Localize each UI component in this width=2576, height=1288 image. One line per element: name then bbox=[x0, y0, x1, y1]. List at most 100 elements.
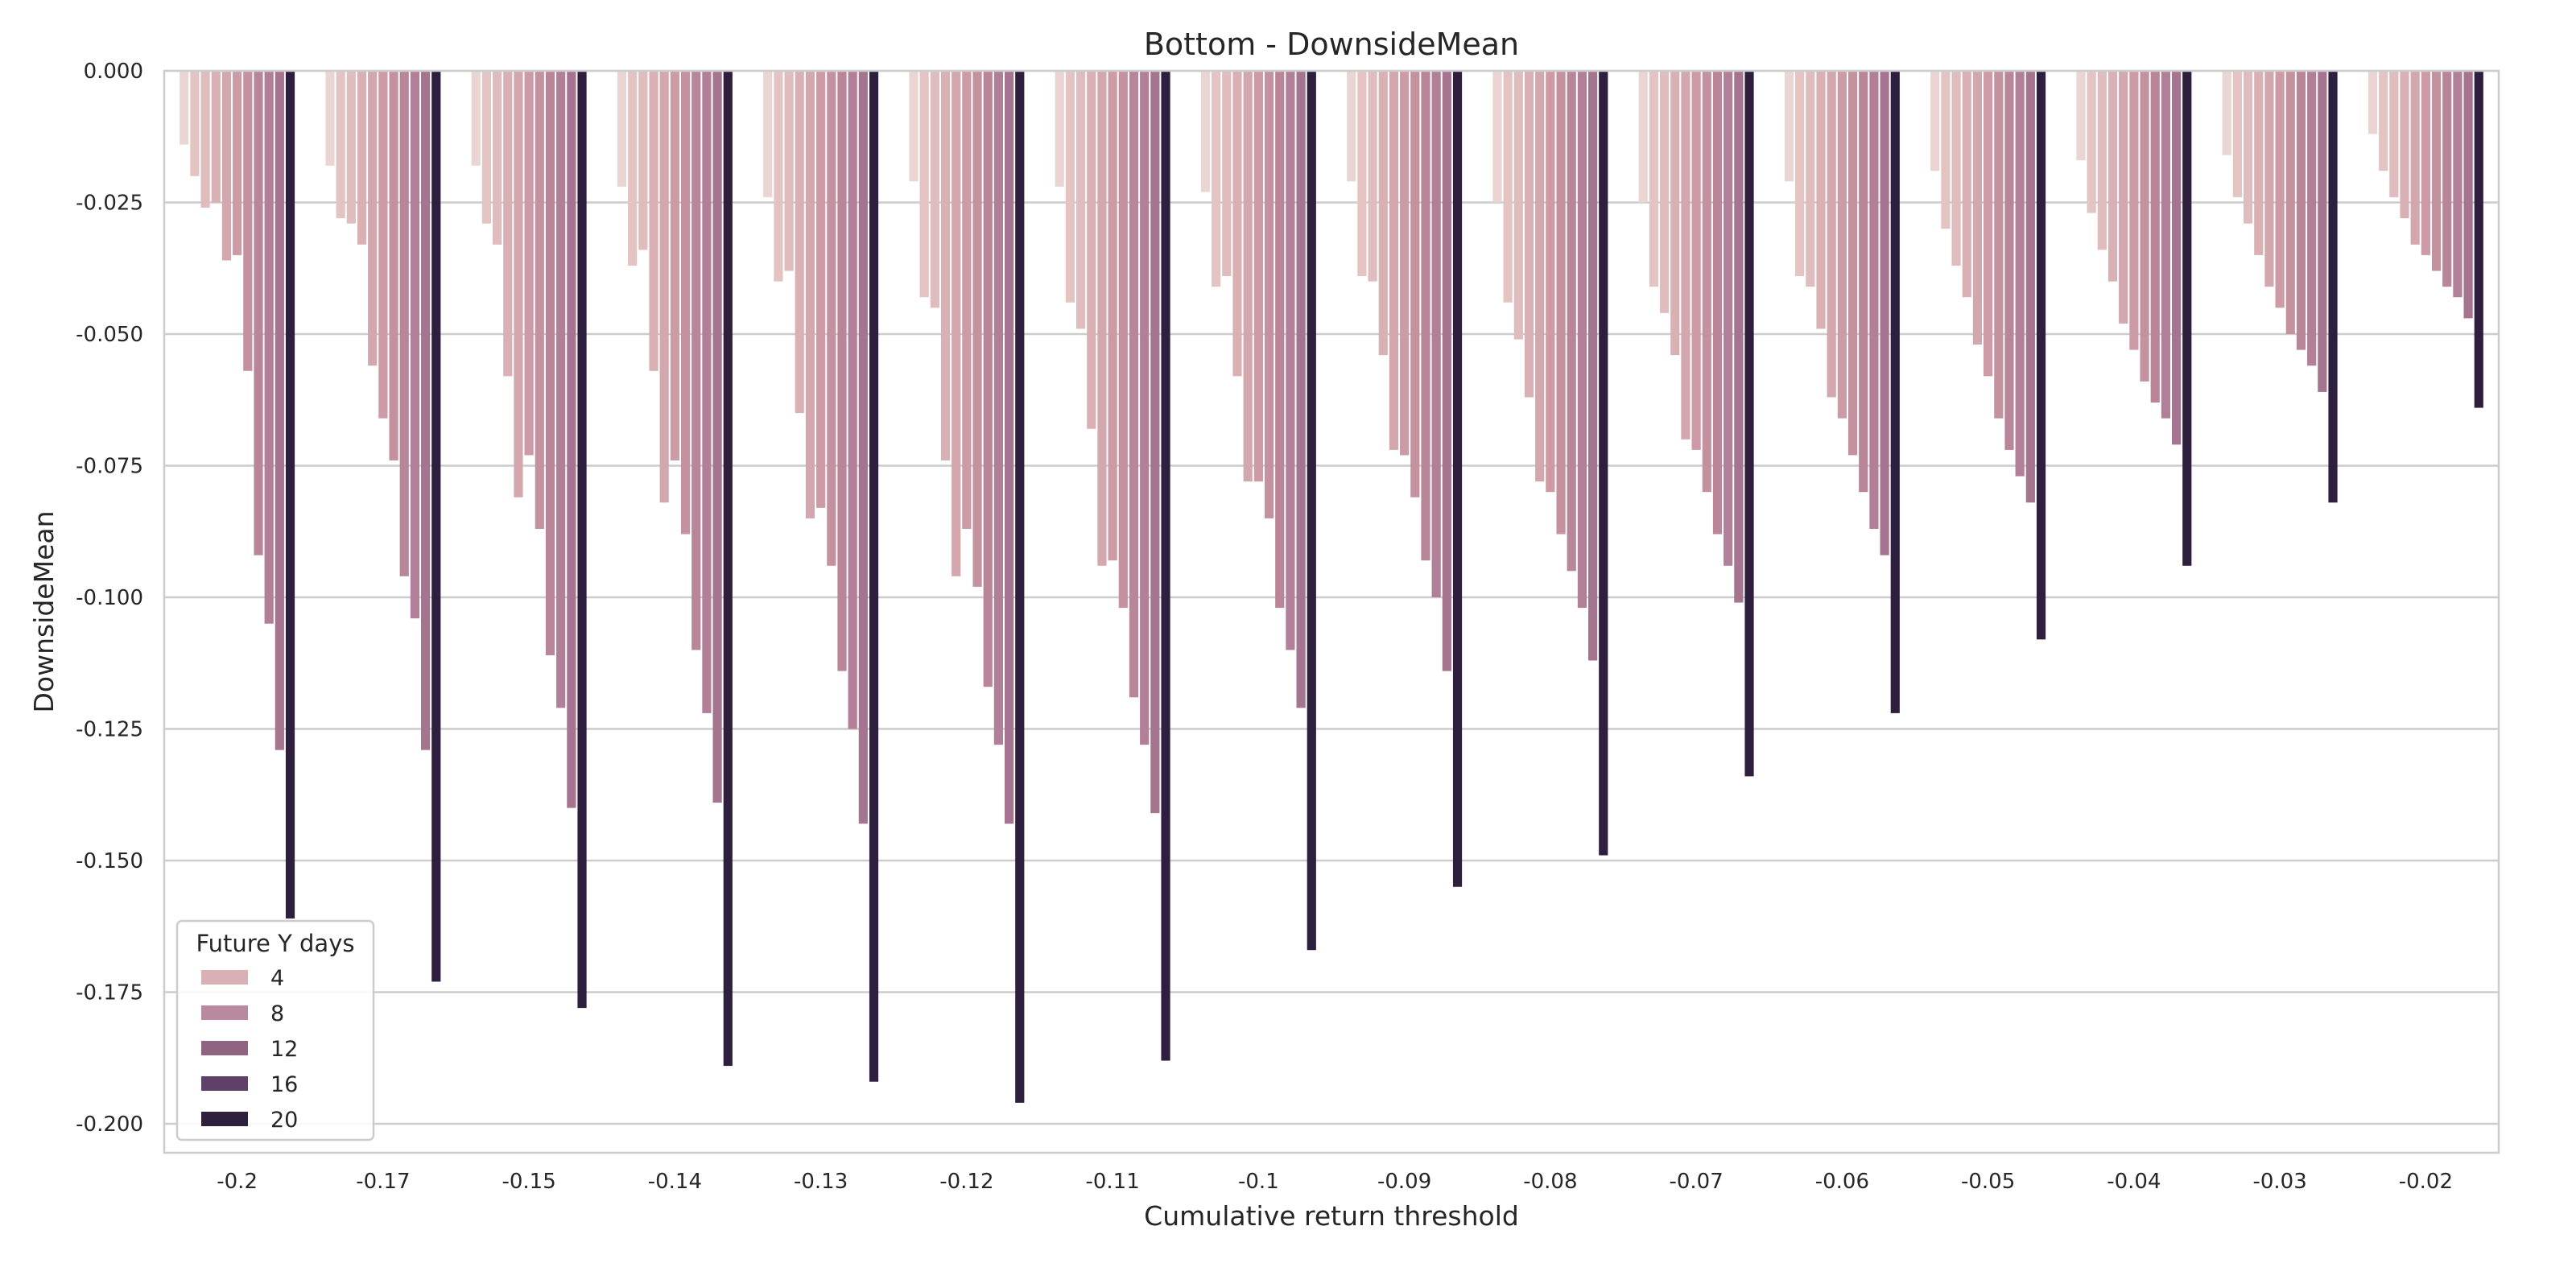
bar bbox=[827, 71, 836, 566]
x-tick-label: -0.06 bbox=[1815, 1170, 1869, 1194]
bar bbox=[567, 71, 576, 808]
bar bbox=[723, 71, 733, 1067]
bar bbox=[1368, 71, 1377, 282]
y-tick-label: -0.175 bbox=[76, 981, 143, 1005]
bar bbox=[1567, 71, 1576, 572]
bar bbox=[1880, 71, 1889, 555]
bar bbox=[1546, 71, 1555, 493]
bar bbox=[1108, 71, 1117, 561]
bar bbox=[848, 71, 857, 729]
bar bbox=[1150, 71, 1160, 814]
x-tick-label: -0.07 bbox=[1669, 1170, 1723, 1194]
bar bbox=[410, 71, 420, 619]
x-tick-label: -0.1 bbox=[1238, 1170, 1279, 1194]
bar bbox=[962, 71, 972, 529]
bar bbox=[481, 71, 491, 224]
bar bbox=[421, 71, 431, 750]
bar bbox=[2097, 71, 2107, 250]
bar bbox=[1691, 71, 1701, 450]
bar bbox=[993, 71, 1004, 745]
bar bbox=[2318, 71, 2327, 392]
legend-swatch bbox=[201, 1041, 248, 1055]
bar bbox=[1232, 71, 1242, 377]
bar bbox=[1930, 71, 1940, 171]
bar bbox=[1659, 71, 1670, 313]
bar bbox=[200, 71, 210, 208]
x-tick-labels: -0.2 -0.17 -0.15 -0.14 -0.13 -0.12 -0.11 -0.1 -0… bbox=[217, 1170, 2453, 1194]
bar bbox=[649, 71, 658, 371]
bar bbox=[2119, 71, 2128, 324]
bar bbox=[1869, 71, 1879, 529]
bar bbox=[784, 71, 794, 271]
bar bbox=[221, 71, 232, 261]
bar bbox=[1712, 71, 1723, 535]
bar bbox=[211, 71, 221, 203]
bar bbox=[1837, 71, 1847, 419]
bar bbox=[2474, 71, 2483, 408]
bar bbox=[2442, 71, 2452, 287]
bar bbox=[680, 71, 691, 535]
bar bbox=[1161, 71, 1170, 1061]
bar bbox=[1264, 71, 1274, 518]
x-tick-label: -0.2 bbox=[217, 1170, 258, 1194]
bar bbox=[556, 71, 566, 708]
bar bbox=[431, 71, 441, 982]
bar bbox=[2421, 71, 2430, 255]
bar bbox=[399, 71, 409, 576]
bar bbox=[1702, 71, 1711, 493]
bar bbox=[2150, 71, 2160, 403]
bar bbox=[1816, 71, 1826, 329]
bar bbox=[795, 71, 804, 414]
bar bbox=[2015, 71, 2025, 477]
x-axis-label: Cumulative return threshold bbox=[1144, 1200, 1519, 1232]
y-tick-label: -0.125 bbox=[76, 718, 143, 742]
bar bbox=[535, 71, 544, 529]
bar bbox=[940, 71, 951, 460]
bar bbox=[2232, 71, 2242, 197]
bar bbox=[1994, 71, 2004, 419]
bar bbox=[514, 71, 523, 497]
y-tick-label: -0.075 bbox=[76, 455, 143, 479]
bar bbox=[869, 71, 879, 1082]
bar bbox=[1492, 71, 1502, 203]
plot-frame bbox=[163, 69, 2500, 1154]
bar bbox=[378, 71, 388, 419]
legend-label: 20 bbox=[270, 1108, 298, 1133]
bar bbox=[1286, 71, 1295, 650]
bar bbox=[2264, 71, 2274, 287]
x-tick-label: -0.02 bbox=[2399, 1170, 2453, 1194]
bar bbox=[1222, 71, 1232, 277]
bar bbox=[2389, 71, 2399, 197]
y-tick-label: -0.100 bbox=[76, 586, 143, 610]
bar bbox=[243, 71, 253, 371]
bar bbox=[1556, 71, 1566, 535]
x-tick-label: -0.14 bbox=[648, 1170, 702, 1194]
bar bbox=[233, 71, 242, 255]
legend-swatch bbox=[201, 1005, 248, 1020]
bar bbox=[264, 71, 274, 624]
bar bbox=[2400, 71, 2409, 219]
bar bbox=[702, 71, 712, 713]
bar bbox=[368, 71, 378, 366]
bar bbox=[1535, 71, 1545, 482]
bar bbox=[1097, 71, 1107, 566]
legend-swatch bbox=[201, 970, 248, 985]
y-tick-label: -0.050 bbox=[76, 323, 143, 347]
bar bbox=[2025, 71, 2035, 503]
bar bbox=[930, 71, 939, 308]
bar bbox=[1005, 71, 1014, 824]
bar bbox=[1941, 71, 1951, 229]
bar bbox=[1795, 71, 1805, 277]
x-tick-label: -0.09 bbox=[1377, 1170, 1431, 1194]
bar bbox=[2275, 71, 2285, 308]
bar bbox=[389, 71, 398, 460]
bar bbox=[180, 71, 189, 145]
bar bbox=[1827, 71, 1836, 398]
x-tick-label: -0.11 bbox=[1085, 1170, 1139, 1194]
bar bbox=[1681, 71, 1690, 440]
bar bbox=[2004, 71, 2014, 450]
x-tick-label: -0.05 bbox=[1961, 1170, 2015, 1194]
legend-label: 8 bbox=[270, 1001, 284, 1026]
bar bbox=[1577, 71, 1587, 609]
y-tick-label: 0.000 bbox=[84, 60, 143, 84]
